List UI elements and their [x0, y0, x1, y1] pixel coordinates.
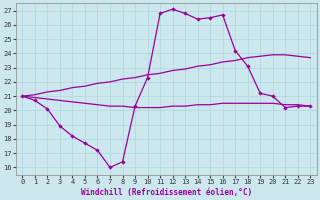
X-axis label: Windchill (Refroidissement éolien,°C): Windchill (Refroidissement éolien,°C) [81, 188, 252, 197]
